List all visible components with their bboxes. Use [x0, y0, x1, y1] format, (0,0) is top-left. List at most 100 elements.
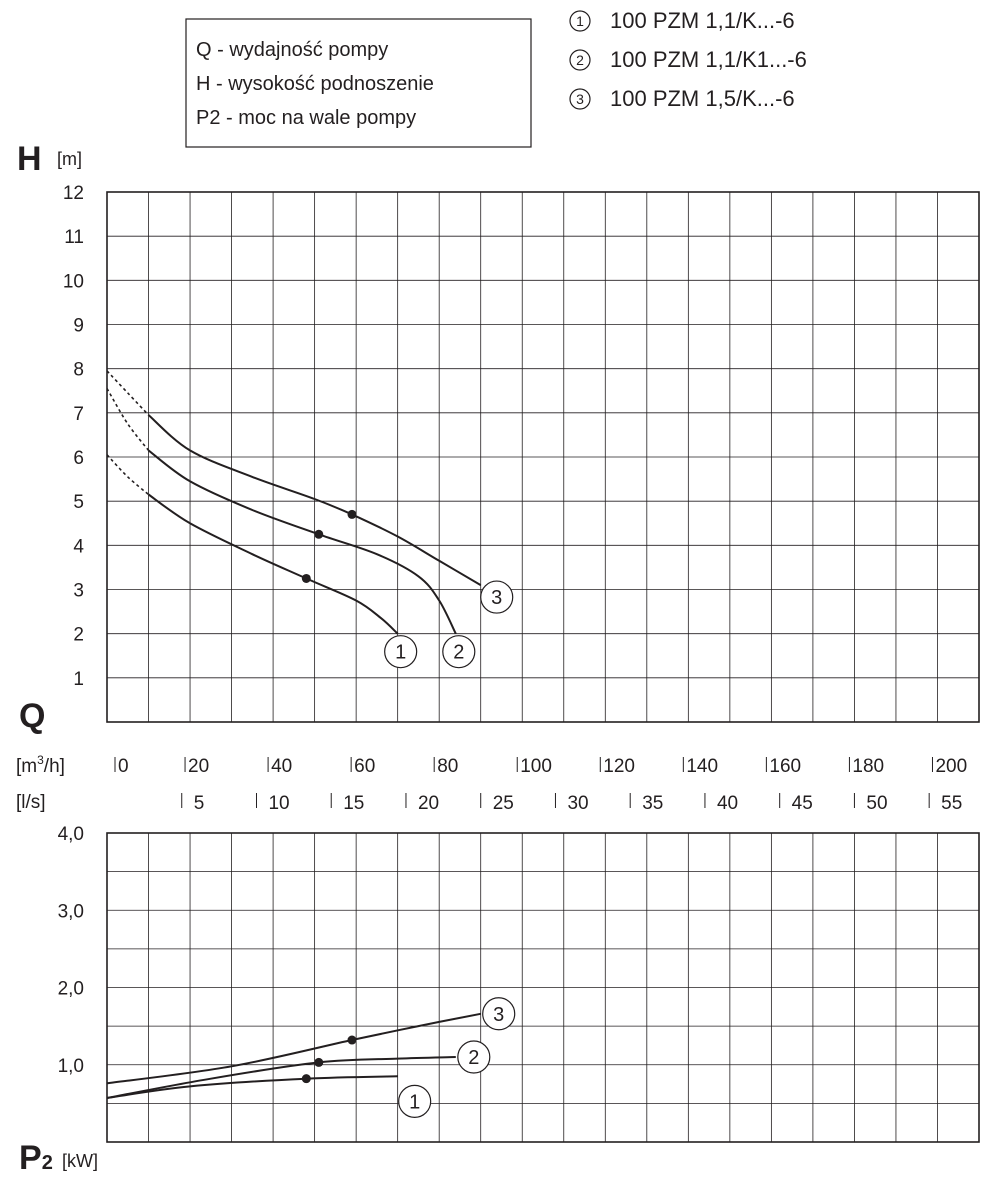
h-chart-series-2-duty-point	[314, 529, 324, 539]
h-chart-y-tick-label: 10	[63, 271, 84, 292]
h-axis-unit: [m]	[57, 149, 82, 169]
h-chart-series-1-number-badge	[384, 635, 418, 669]
p2-chart-series-2-duty-point	[314, 1057, 324, 1067]
series-legend-label-1: 100 PZM 1,1/K...-6	[610, 8, 795, 33]
h-chart-frame	[106, 191, 980, 723]
p2-chart-series-3: 3	[106, 997, 516, 1085]
series-legend-label-2: 100 PZM 1,1/K1...-6	[610, 47, 807, 72]
q-scale-m3h-tick-label: 80	[437, 756, 458, 777]
series-legend-item-2: 2 100 PZM 1,1/K1...-6	[569, 47, 807, 72]
p2-chart-series-1-duty-point	[301, 1074, 311, 1084]
h-chart-y-tick-label: 2	[73, 625, 84, 646]
q-scale-ls-tick-label: 50	[866, 793, 887, 814]
series-1-number-badge	[569, 10, 591, 32]
q-scale-ls-tick-label: 10	[268, 793, 289, 814]
p2-axis-symbol-main: P	[19, 1139, 42, 1177]
h-chart-series-1-extrapolated-line	[106, 454, 150, 496]
q-scale-m3h-tick-label: 140	[686, 756, 718, 777]
q-unit-m3h-tail: /h]	[44, 756, 65, 777]
p2-chart-series-1-line	[106, 1075, 398, 1099]
series-legend-number-2: 2	[576, 52, 584, 68]
h-chart-y-tick-label: 3	[73, 581, 84, 602]
q-unit-m3h: [m3/h]	[16, 753, 65, 777]
h-chart-y-tick-label: 5	[73, 492, 84, 513]
q-scale-m3h-tick-label: 160	[769, 756, 801, 777]
h-axis-symbol: H	[17, 140, 42, 178]
q-unit-ls: [l/s]	[16, 792, 46, 813]
h-chart-series-3-duty-point	[347, 509, 357, 519]
h-chart-series-1: 1	[106, 454, 418, 669]
abbreviation-legend-box	[185, 18, 532, 148]
series-2-number-badge	[569, 49, 591, 71]
series-legend: 1 100 PZM 1,1/K...-6 2 100 PZM 1,1/K1...…	[569, 8, 807, 111]
p2-chart-series-3-duty-point	[347, 1035, 357, 1045]
abbreviation-legend: Q - wydajność pompy H - wysokość podnosz…	[185, 18, 532, 148]
h-chart-series-3-extrapolated-line	[106, 370, 150, 416]
h-chart-y-tick-label: 6	[73, 448, 84, 469]
p2-chart-series-3-number-label: 3	[493, 1004, 504, 1026]
q-scale-m3h-tick-label: 200	[935, 756, 967, 777]
q-scale-m3h-tick-label: 60	[354, 756, 375, 777]
p2-chart-series-1-number-badge	[398, 1084, 432, 1118]
q-scale-m3h-tick-label: 0	[118, 756, 129, 777]
h-chart-y-tick-label: 11	[64, 227, 84, 248]
series-3-number-badge	[569, 88, 591, 110]
h-chart-y-tick-label: 7	[73, 404, 84, 425]
h-chart-series-2-extrapolated-line	[106, 388, 150, 451]
q-scale-m3h-tick-label: 120	[603, 756, 635, 777]
h-chart-series-3-number-label: 3	[491, 587, 502, 609]
h-chart-series-2-number-badge	[442, 635, 476, 669]
q-scale-ls-tick-label: 40	[717, 793, 738, 814]
h-chart-y-tick-label: 9	[73, 316, 84, 337]
h-chart-series-1-number-label: 1	[395, 642, 406, 664]
series-legend-item-3: 3 100 PZM 1,5/K...-6	[569, 86, 795, 111]
legend-line-p2: P2 - moc na wale pompy	[196, 107, 416, 129]
h-chart-series-2: 2	[106, 388, 476, 669]
p2-chart-series-1: 1	[106, 1074, 432, 1118]
p2-axis-unit: [kW]	[62, 1151, 98, 1171]
p2-chart-y-tick-label: 4,0	[58, 824, 84, 845]
series-legend-number-3: 3	[576, 91, 584, 107]
h-chart-y-tick-label: 1	[73, 669, 84, 690]
q-scale-m3h-tick-label: 20	[188, 756, 209, 777]
q-scale-ls-tick-label: 55	[941, 793, 962, 814]
h-chart-series-3-number-badge	[480, 580, 514, 614]
series-legend-label-3: 100 PZM 1,5/K...-6	[610, 86, 795, 111]
p2-chart-y-tick-label: 2,0	[58, 979, 84, 1000]
q-unit-m3h-base: [m	[16, 756, 37, 777]
p2-chart-series-2-line	[106, 1056, 456, 1099]
p2-chart-series-3-line	[106, 1012, 481, 1085]
p2-chart-y-tick-label: 1,0	[58, 1056, 84, 1077]
q-scale-m3h-tick-label: 40	[271, 756, 292, 777]
q-unit-m3h-sup: 3	[37, 753, 44, 767]
h-chart-y-tick-label: 12	[63, 183, 84, 204]
h-chart-series-1-duty-point	[301, 573, 311, 583]
q-scale-ls-tick-label: 5	[194, 793, 205, 814]
series-legend-item-1: 1 100 PZM 1,1/K...-6	[569, 8, 795, 33]
h-chart-series-2-line	[147, 449, 457, 635]
q-scale-m3h-tick-label: 100	[520, 756, 552, 777]
p2-chart-series-1-number-label: 1	[409, 1091, 420, 1113]
p2-chart-series-3-number-badge	[482, 997, 516, 1031]
q-scale-ls-tick-label: 45	[792, 793, 813, 814]
p2-chart-y-tick-label: 3,0	[58, 901, 84, 922]
q-scale: 0 20 40 60 80 100 120 140 160 180 200 5 10 15 20 25 30 35…	[114, 756, 967, 814]
legend-line-q: Q - wydajność pompy	[196, 39, 388, 61]
p2-axis-symbol: P2	[19, 1139, 53, 1177]
h-chart-y-tick-label: 4	[73, 536, 84, 557]
q-scale-ls-tick-label: 30	[567, 793, 588, 814]
q-scale-m3h-tick-label: 180	[852, 756, 884, 777]
p2-chart-frame	[106, 832, 980, 1143]
p2-chart-series-2-number-label: 2	[468, 1047, 479, 1069]
h-chart-series-2-number-label: 2	[453, 642, 464, 664]
h-chart-y-tick-label: 8	[73, 360, 84, 381]
q-scale-ls-tick-label: 35	[642, 793, 663, 814]
p2-axis-symbol-sub: 2	[42, 1152, 53, 1174]
legend-line-h: H - wysokość podnoszenie	[196, 73, 434, 95]
h-chart-series-3-line	[147, 414, 482, 586]
q-scale-ls-tick-label: 25	[493, 793, 514, 814]
p2-chart: 1,0 2,0 3,0 4,0 1 23	[58, 824, 980, 1143]
